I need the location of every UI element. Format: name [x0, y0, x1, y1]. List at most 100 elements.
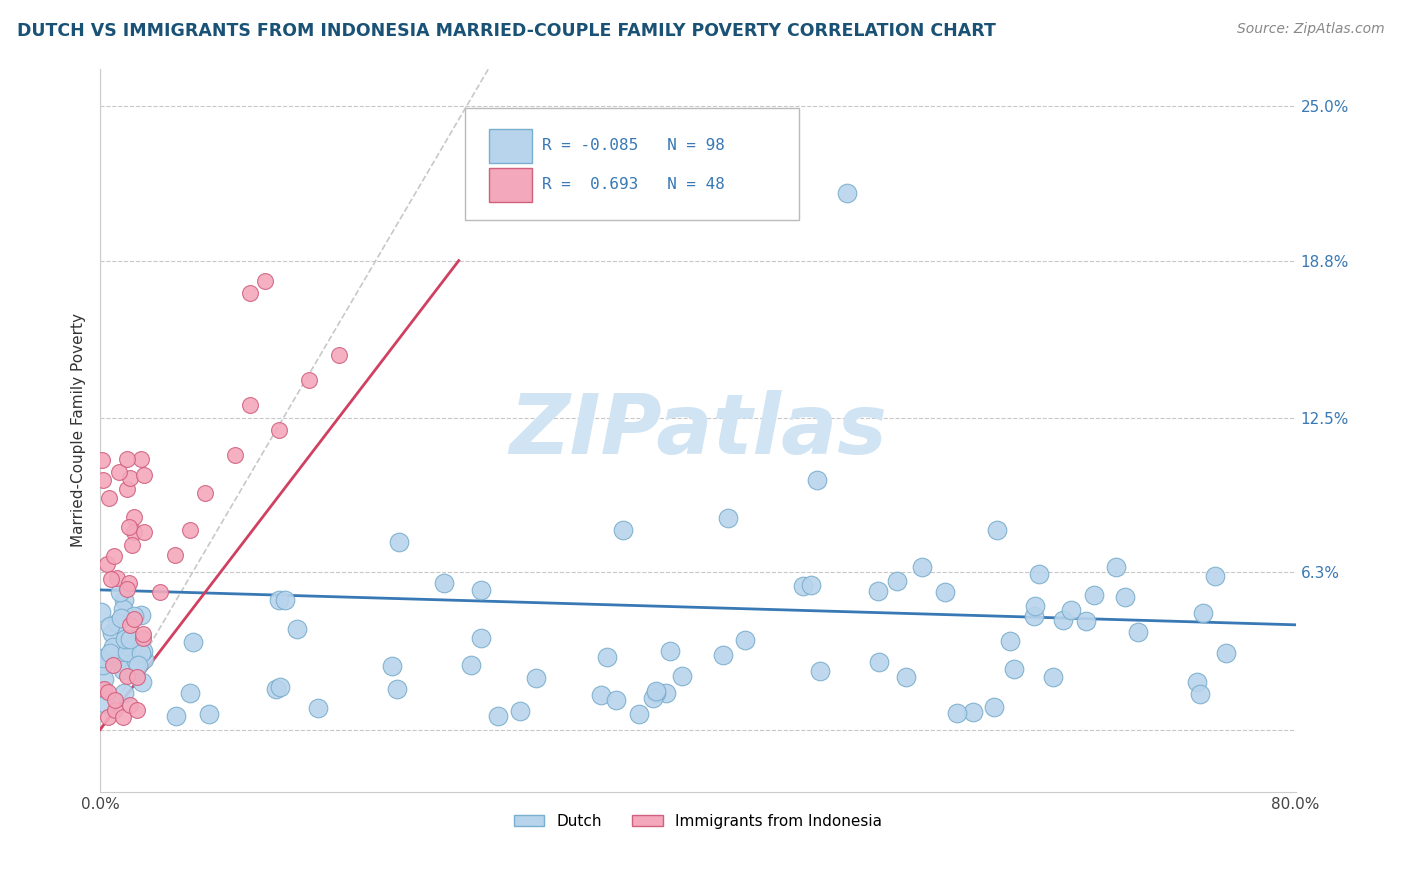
Point — [125, 654, 148, 668]
Point — [837, 186, 859, 201]
Point — [946, 706, 969, 720]
Point — [655, 686, 678, 700]
Point — [120, 641, 142, 656]
Point — [1114, 590, 1136, 604]
Point — [132, 652, 155, 666]
Text: ZIPatlas: ZIPatlas — [509, 390, 887, 471]
Point — [433, 576, 456, 591]
Point — [612, 523, 634, 537]
Point — [986, 523, 1008, 537]
Point — [488, 709, 510, 723]
Point — [110, 611, 132, 625]
Point — [792, 578, 814, 592]
Point — [179, 686, 201, 700]
Point — [1028, 566, 1050, 581]
Point — [179, 523, 201, 537]
Point — [998, 634, 1021, 648]
Point — [163, 548, 186, 562]
Point — [605, 692, 627, 706]
Point — [129, 607, 152, 622]
Point — [124, 636, 146, 650]
Point — [524, 671, 547, 685]
Point — [800, 578, 823, 592]
FancyBboxPatch shape — [465, 108, 800, 220]
Point — [97, 685, 120, 699]
Point — [1185, 675, 1208, 690]
Y-axis label: Married-Couple Family Poverty: Married-Couple Family Poverty — [72, 313, 86, 547]
Point — [307, 701, 329, 715]
Text: R = -0.085   N = 98: R = -0.085 N = 98 — [543, 137, 725, 153]
Point — [122, 612, 145, 626]
Point — [97, 710, 120, 724]
Point — [104, 692, 127, 706]
Point — [645, 684, 668, 698]
Point — [509, 704, 531, 718]
Point — [132, 626, 155, 640]
Point — [105, 615, 128, 630]
Point — [125, 670, 148, 684]
Point — [121, 538, 143, 552]
Text: DUTCH VS IMMIGRANTS FROM INDONESIA MARRIED-COUPLE FAMILY POVERTY CORRELATION CHA: DUTCH VS IMMIGRANTS FROM INDONESIA MARRI… — [17, 22, 995, 40]
Point — [711, 648, 734, 663]
Point — [97, 491, 120, 505]
Point — [96, 557, 118, 571]
Point — [118, 618, 141, 632]
Point — [1126, 624, 1149, 639]
Point — [285, 622, 308, 636]
Point — [962, 705, 984, 719]
Point — [644, 686, 666, 700]
Point — [1192, 606, 1215, 620]
Point — [194, 485, 217, 500]
Point — [1052, 613, 1074, 627]
Point — [111, 601, 134, 615]
Point — [115, 452, 138, 467]
Point — [108, 465, 131, 479]
Point — [111, 710, 134, 724]
Point — [1188, 687, 1211, 701]
Point — [90, 452, 112, 467]
Point — [93, 681, 115, 696]
Point — [470, 583, 492, 598]
Point — [1074, 614, 1097, 628]
Point — [105, 571, 128, 585]
Point — [111, 663, 134, 677]
Point — [100, 572, 122, 586]
Point — [934, 584, 956, 599]
Point — [118, 520, 141, 534]
Point — [627, 706, 650, 721]
Point — [93, 672, 115, 686]
Point — [388, 535, 411, 549]
Point — [101, 626, 124, 640]
Point — [1215, 646, 1237, 660]
Point — [91, 651, 114, 665]
Point — [894, 670, 917, 684]
Point — [132, 525, 155, 540]
Point — [868, 656, 890, 670]
Point — [253, 274, 276, 288]
Point — [118, 575, 141, 590]
Point — [298, 373, 321, 387]
Point — [114, 632, 136, 647]
Point — [460, 657, 482, 672]
Point — [643, 690, 665, 705]
Point — [1060, 603, 1083, 617]
Point — [101, 657, 124, 672]
Point — [115, 669, 138, 683]
Point — [470, 631, 492, 645]
Point — [104, 703, 127, 717]
Point — [165, 708, 187, 723]
FancyBboxPatch shape — [489, 169, 531, 202]
Point — [269, 423, 291, 437]
Point — [132, 644, 155, 658]
Point — [381, 658, 404, 673]
Point — [103, 549, 125, 563]
Point — [328, 348, 350, 362]
Point — [1083, 588, 1105, 602]
Point — [224, 448, 246, 462]
FancyBboxPatch shape — [489, 129, 531, 162]
Point — [1105, 560, 1128, 574]
Text: Source: ZipAtlas.com: Source: ZipAtlas.com — [1237, 22, 1385, 37]
Point — [127, 657, 149, 672]
Point — [93, 658, 115, 673]
Point — [94, 698, 117, 712]
